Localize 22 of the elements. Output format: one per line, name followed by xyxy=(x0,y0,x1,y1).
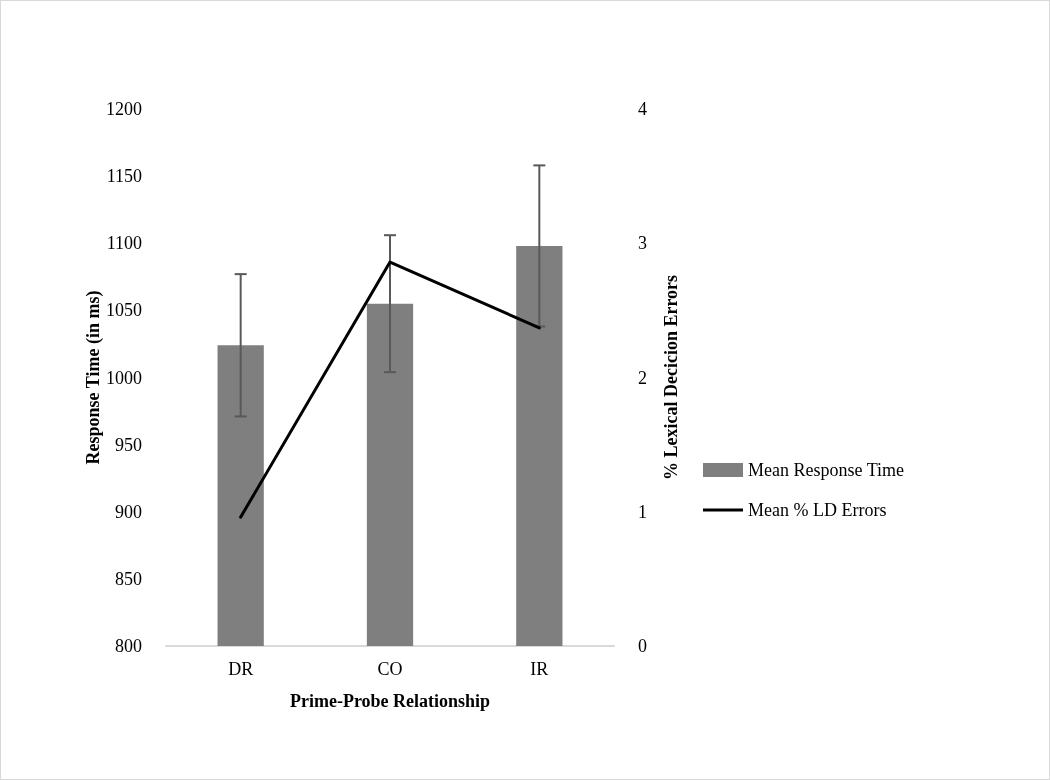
x-axis-title: Prime-Probe Relationship xyxy=(289,691,491,711)
y2-tick-label: 4 xyxy=(638,99,647,119)
y-tick-label: 1050 xyxy=(106,300,142,321)
y-tick-label: 900 xyxy=(115,501,142,522)
y2-axis-title: % Lexical Decicion Errors xyxy=(661,274,681,481)
x-tick-label: IR xyxy=(530,659,549,679)
y2-tick-label: 0 xyxy=(638,636,647,656)
y2-tick-label: 3 xyxy=(638,233,647,254)
y-tick-label: 950 xyxy=(115,434,142,455)
y-tick-label: 850 xyxy=(115,568,142,589)
y-axis-title: Response Time (in ms) xyxy=(83,290,105,465)
legend-label: Mean Response Time xyxy=(748,460,905,480)
y2-tick-label: 1 xyxy=(638,501,647,522)
x-tick-label: DR xyxy=(228,659,254,679)
y-tick-label: 800 xyxy=(115,636,142,656)
y-tick-label: 1150 xyxy=(106,166,142,187)
y-tick-label: 1200 xyxy=(106,99,142,119)
legend-label: Mean % LD Errors xyxy=(748,500,887,520)
y-tick-label: 1000 xyxy=(106,367,142,388)
y-tick-label: 1100 xyxy=(106,233,142,254)
x-tick-label: CO xyxy=(377,659,403,679)
y2-tick-label: 2 xyxy=(638,367,647,388)
